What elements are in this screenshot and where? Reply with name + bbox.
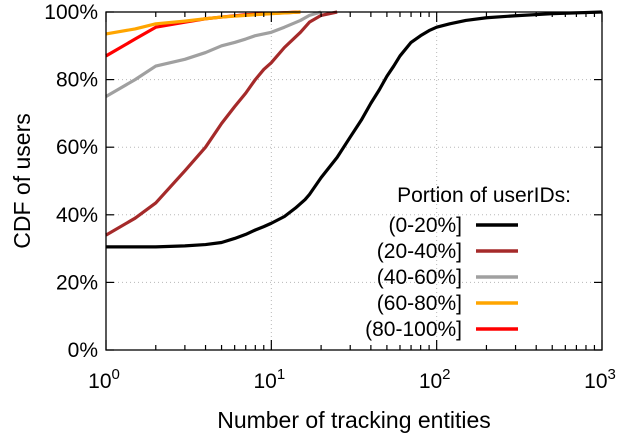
x-tick-base: 10: [253, 370, 276, 393]
x-tick-exponent: 1: [277, 366, 285, 383]
x-tick-exponent: 3: [608, 366, 616, 383]
x-tick-label: 101: [253, 366, 285, 393]
x-tick-label: 100: [88, 366, 120, 393]
legend-label: (80-100%]: [365, 318, 462, 341]
series-line-4: [105, 10, 301, 36]
series-line-2: [105, 10, 338, 237]
x-tick-exponent: 2: [442, 366, 450, 383]
x-tick-label: 102: [419, 366, 451, 393]
x-axis-title: Number of tracking entities: [217, 407, 491, 433]
y-axis-title: CDF of users: [9, 113, 35, 248]
plot-frame: [105, 11, 603, 351]
x-tick-exponent: 0: [112, 366, 120, 383]
series-line-3: [105, 10, 322, 98]
legend-label: (0-20%]: [388, 214, 462, 237]
y-tick-label: 40%: [56, 204, 98, 227]
y-tick-label: 60%: [56, 136, 98, 159]
x-tick-base: 10: [88, 370, 111, 393]
x-tick-base: 10: [419, 370, 442, 393]
grid: [106, 12, 602, 350]
legend-label: (20-40%]: [377, 240, 462, 263]
y-tick-label: 20%: [56, 271, 98, 294]
y-tick-label: 100%: [44, 1, 98, 24]
legend: Portion of userIDs: (0-20%] (20-40%] (40-60…: [365, 184, 571, 341]
legend-title: Portion of userIDs:: [397, 184, 571, 207]
y-tick-label: 0%: [68, 339, 98, 362]
series-line-1: [106, 10, 603, 249]
series-lines: [105, 10, 603, 249]
legend-label: (60-80%]: [377, 292, 462, 315]
x-tick-label: 103: [584, 366, 616, 393]
x-tick-base: 10: [584, 370, 607, 393]
y-tick-label: 80%: [56, 69, 98, 92]
axis-ticks: 0%20%40%60%80%100%100 101 102 103: [44, 1, 616, 393]
legend-label: (40-60%]: [377, 266, 462, 289]
